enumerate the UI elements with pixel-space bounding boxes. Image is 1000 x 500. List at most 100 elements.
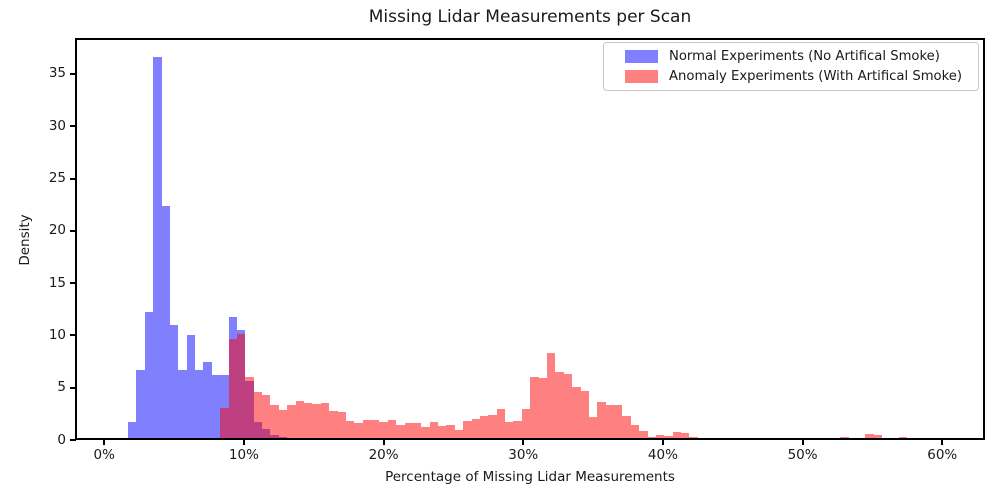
x-tick-label: 30% [508, 447, 539, 463]
histogram-bar [387, 420, 397, 440]
y-tick-mark [70, 125, 76, 128]
y-tick-label: 15 [48, 274, 66, 291]
y-tick-mark [70, 282, 76, 285]
histogram-bar [245, 381, 254, 440]
histogram-bar [312, 438, 321, 440]
histogram-bar [220, 407, 229, 440]
histogram-bar [195, 370, 204, 440]
histogram-bar [136, 370, 145, 440]
histogram-bar [396, 425, 405, 440]
histogram-bar [421, 427, 430, 440]
histogram-bar [664, 435, 673, 440]
y-tick-label: 20 [48, 222, 66, 239]
histogram-bar [429, 422, 439, 440]
histogram-bar [446, 425, 455, 440]
histogram-bar [203, 362, 212, 440]
histogram-bar [865, 434, 874, 440]
histogram-bar [823, 437, 832, 440]
histogram-bar [438, 426, 447, 440]
histogram-bar [538, 378, 547, 440]
histogram-bar [505, 422, 514, 440]
y-tick-mark [70, 439, 76, 441]
histogram-bar [153, 57, 162, 440]
histogram-bar [312, 404, 321, 439]
histogram-bar [236, 334, 246, 440]
legend-item-normal: Normal Experiments (No Artifical Smoke) [625, 49, 970, 64]
histogram-bar [253, 422, 263, 440]
histogram-bar [681, 432, 690, 440]
histogram-bar [262, 395, 271, 429]
x-tick-label: 10% [228, 447, 259, 463]
histogram-bar [622, 415, 631, 440]
histogram-bar [362, 420, 372, 440]
histogram-bar [555, 372, 564, 440]
histogram-bar [781, 438, 791, 440]
histogram-bar [245, 377, 254, 382]
y-tick-label: 30 [48, 117, 66, 134]
histogram-bar [882, 438, 891, 440]
histogram-bar [287, 437, 296, 440]
y-tick-mark [70, 386, 76, 389]
histogram-bar [630, 425, 640, 440]
histogram-bar [513, 421, 522, 440]
histogram-bar [672, 431, 682, 440]
histogram-bar [563, 374, 573, 440]
y-tick-label: 35 [48, 65, 66, 82]
histogram-bar [463, 421, 472, 440]
histogram-bar [220, 374, 229, 408]
x-axis-label: Percentage of Missing Lidar Measurements [385, 469, 675, 485]
histogram-bar [278, 409, 288, 437]
histogram-bar [178, 370, 187, 440]
histogram-bar [697, 438, 707, 440]
histogram-bar [488, 414, 497, 440]
x-tick-mark [382, 440, 385, 445]
legend-swatch-anomaly [625, 70, 658, 83]
histogram-bar [228, 338, 237, 440]
y-tick-mark [70, 229, 76, 232]
histogram-bar [371, 420, 380, 440]
x-tick-label: 50% [787, 447, 818, 463]
histogram-bar [647, 436, 656, 440]
legend-swatch-normal [625, 50, 658, 63]
histogram-bar [320, 439, 330, 441]
histogram-bar [521, 408, 531, 440]
histogram-bar [236, 330, 246, 335]
histogram-bar [471, 419, 480, 440]
x-tick-mark [941, 440, 944, 445]
histogram-bar [228, 316, 237, 339]
legend-label-anomaly: Anomaly Experiments (With Artifical Smok… [669, 69, 963, 84]
histogram-bar [303, 438, 313, 440]
histogram-bar [689, 436, 698, 440]
histogram-bar [320, 403, 330, 440]
histogram-bar [840, 437, 849, 440]
histogram-bar [278, 436, 288, 440]
histogram-bar [186, 335, 196, 440]
histogram-bar [144, 312, 154, 440]
histogram-bar [287, 405, 296, 438]
y-tick-label: 25 [48, 170, 66, 187]
histogram-bar [412, 423, 422, 440]
histogram-bar [890, 438, 899, 440]
y-tick-label: 10 [48, 326, 66, 343]
histogram-bar [337, 411, 346, 440]
histogram-bar [211, 374, 221, 440]
histogram-bar [932, 438, 941, 440]
histogram-bar [731, 438, 740, 440]
x-tick-label: 60% [927, 447, 958, 463]
histogram-bar [655, 434, 665, 440]
histogram-bar [303, 403, 313, 439]
histogram-bar [597, 402, 606, 440]
histogram-bar [295, 401, 304, 439]
x-tick-mark [242, 440, 245, 445]
histogram-bar [253, 391, 263, 423]
histogram-bar [572, 386, 581, 440]
histogram-bar [270, 405, 279, 436]
histogram-bar [580, 390, 589, 440]
x-tick-mark [661, 440, 664, 445]
x-tick-mark [103, 440, 106, 445]
histogram-bar [329, 410, 338, 440]
histogram-bar [345, 421, 355, 440]
chart-title: Missing Lidar Measurements per Scan [368, 7, 692, 27]
